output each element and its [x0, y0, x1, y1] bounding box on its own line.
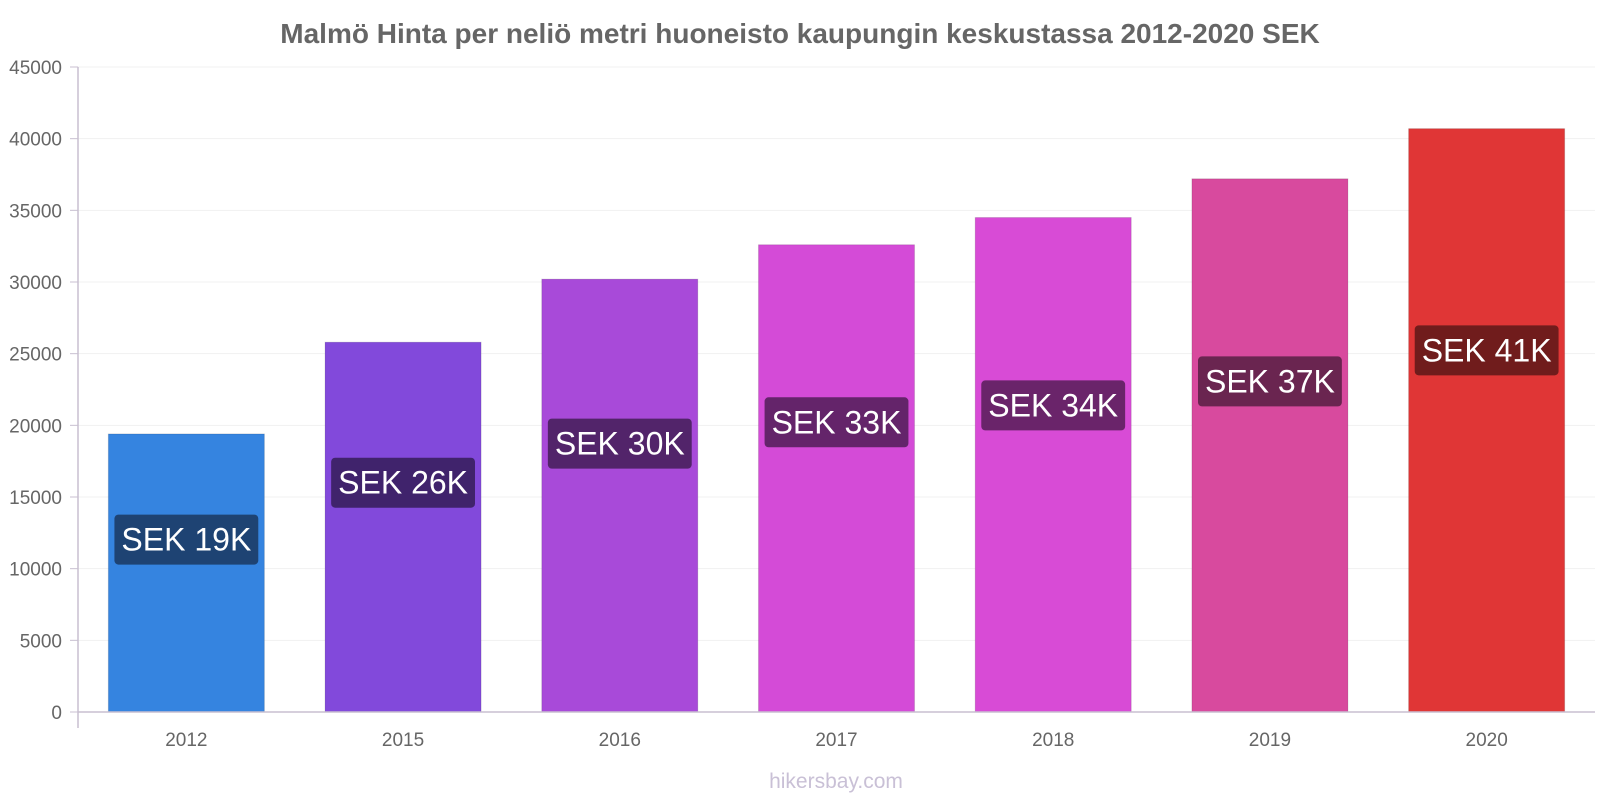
y-tick-label: 5000 — [20, 631, 62, 652]
y-tick-label: 10000 — [9, 560, 62, 581]
y-tick-label: 35000 — [9, 201, 62, 222]
bar-2020 — [1408, 128, 1566, 713]
y-tick-label: 40000 — [9, 130, 62, 151]
data-label-badge — [114, 514, 259, 565]
chart-title: Malmö Hinta per neliö metri huoneisto ka… — [280, 18, 1319, 49]
data-label-text: SEK 19K — [121, 522, 251, 558]
x-tick-label: 2019 — [1249, 730, 1291, 751]
bar-2018 — [974, 217, 1132, 713]
data-label-text: SEK 26K — [338, 465, 468, 501]
data-label-text: SEK 41K — [1422, 332, 1552, 368]
y-tick-label: 30000 — [9, 273, 62, 294]
data-label-badge — [764, 397, 909, 448]
data-label-2016: SEK 30K — [547, 418, 692, 469]
data-label-2020: SEK 41K — [1414, 325, 1559, 376]
footer-watermark: hikersbay.com — [769, 770, 903, 793]
data-label-badge — [331, 457, 476, 508]
x-tick-label: 2015 — [382, 730, 424, 751]
data-label-2015: SEK 26K — [331, 457, 476, 508]
y-tick-label: 45000 — [9, 58, 62, 79]
data-label-badge — [981, 380, 1126, 431]
data-label-badge — [547, 418, 692, 469]
data-label-2012: SEK 19K — [114, 514, 259, 565]
data-label-text: SEK 37K — [1205, 363, 1335, 399]
data-label-text: SEK 33K — [772, 404, 902, 440]
x-tick-label: 2017 — [815, 730, 857, 751]
bar-2016 — [541, 278, 699, 713]
y-tick-label: 0 — [51, 703, 62, 724]
y-tick-label: 25000 — [9, 345, 62, 366]
data-label-text: SEK 30K — [555, 426, 685, 462]
bar-2012 — [107, 433, 265, 713]
y-tick-label: 15000 — [9, 488, 62, 509]
y-tick-label: 20000 — [9, 416, 62, 437]
data-label-text: SEK 34K — [988, 387, 1118, 423]
data-label-badge — [1197, 356, 1342, 407]
axes: 0 5000 10000 15000 20000 25000 30000 35000 40000… — [9, 58, 1595, 751]
data-label-2019: SEK 37K — [1197, 356, 1342, 407]
data-label-2018: SEK 34K — [981, 380, 1126, 431]
data-labels: SEK 19K SEK 26K SEK 30K SEK 33K SEK 34K SEK 3… — [114, 325, 1559, 565]
bar-2015 — [324, 341, 482, 713]
x-tick-label: 2016 — [599, 730, 641, 751]
x-tick-label: 2018 — [1032, 730, 1074, 751]
bars — [107, 128, 1566, 713]
data-label-2017: SEK 33K — [764, 397, 909, 448]
x-tick-label: 2020 — [1466, 730, 1508, 751]
bar-2019 — [1191, 178, 1349, 713]
bar-2017 — [757, 244, 916, 713]
x-tick-label: 2012 — [165, 730, 207, 751]
data-label-badge — [1414, 325, 1559, 376]
